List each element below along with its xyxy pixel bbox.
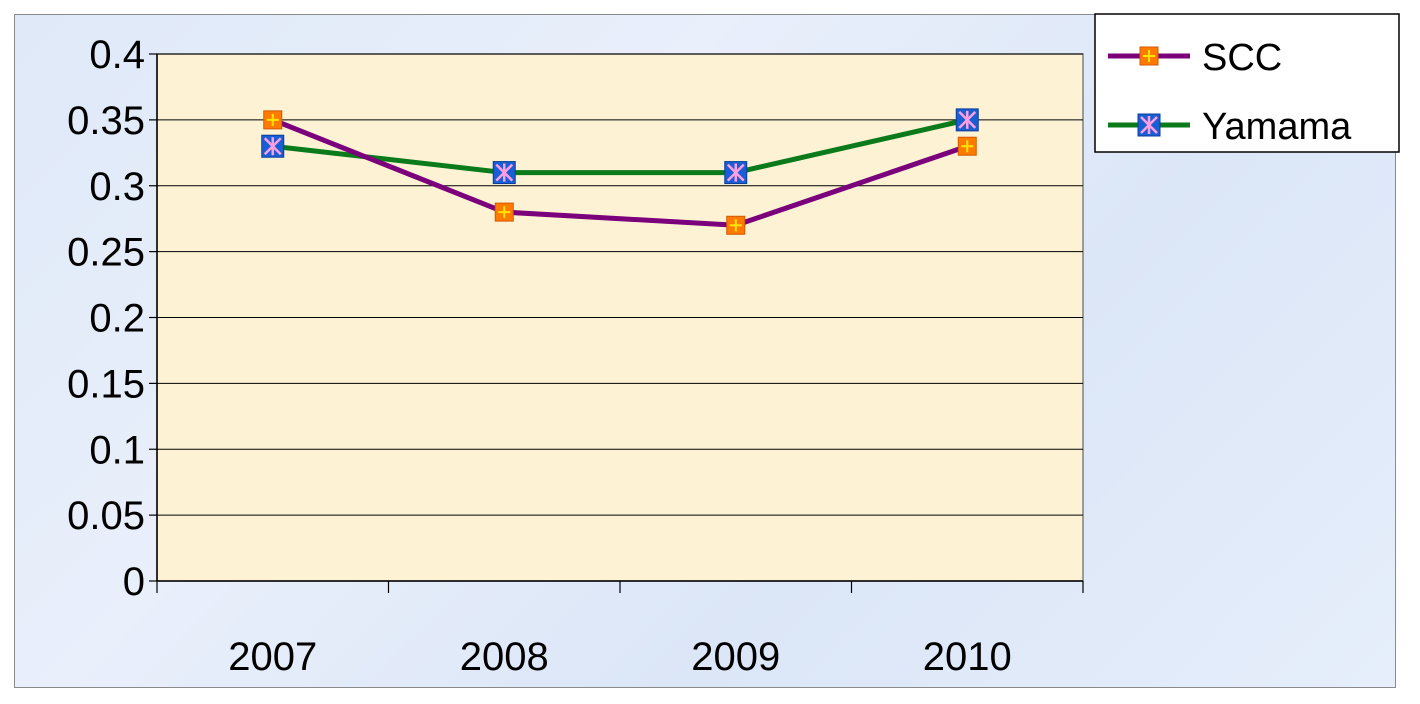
legend: SCC Yamama: [1094, 13, 1400, 153]
data-point-yamama: [261, 134, 285, 158]
data-point-yamama: [955, 108, 979, 132]
y-tick-label: 0.1: [89, 428, 145, 472]
y-tick-label: 0.25: [67, 231, 145, 275]
data-point-yamama: [724, 161, 748, 185]
legend-label-yamama: Yamama: [1202, 106, 1352, 148]
data-point-yamama: [492, 161, 516, 185]
data-point-scc: [494, 202, 514, 222]
x-tick-label: 2009: [691, 635, 780, 679]
y-tick-label: 0: [123, 560, 145, 604]
legend-marker-scc: [1139, 46, 1159, 66]
x-tick-label: 2010: [923, 635, 1012, 679]
legend-marker-yamama: [1137, 113, 1161, 137]
y-tick-label: 0.2: [89, 297, 145, 341]
data-point-scc: [263, 110, 283, 130]
x-tick-label: 2008: [460, 635, 549, 679]
y-tick-label: 0.4: [89, 33, 145, 77]
legend-label-scc: SCC: [1202, 37, 1282, 79]
data-point-scc: [957, 136, 977, 156]
series-line-yamama: [272, 117, 968, 176]
y-tick-label: 0.05: [67, 494, 145, 538]
series-line-scc: [271, 117, 969, 228]
y-tick-label: 0.3: [89, 165, 145, 209]
y-tick-label: 0.15: [67, 362, 145, 406]
x-tick-label: 2007: [228, 635, 317, 679]
y-tick-label: 0.35: [67, 99, 145, 143]
data-point-scc: [726, 215, 746, 235]
